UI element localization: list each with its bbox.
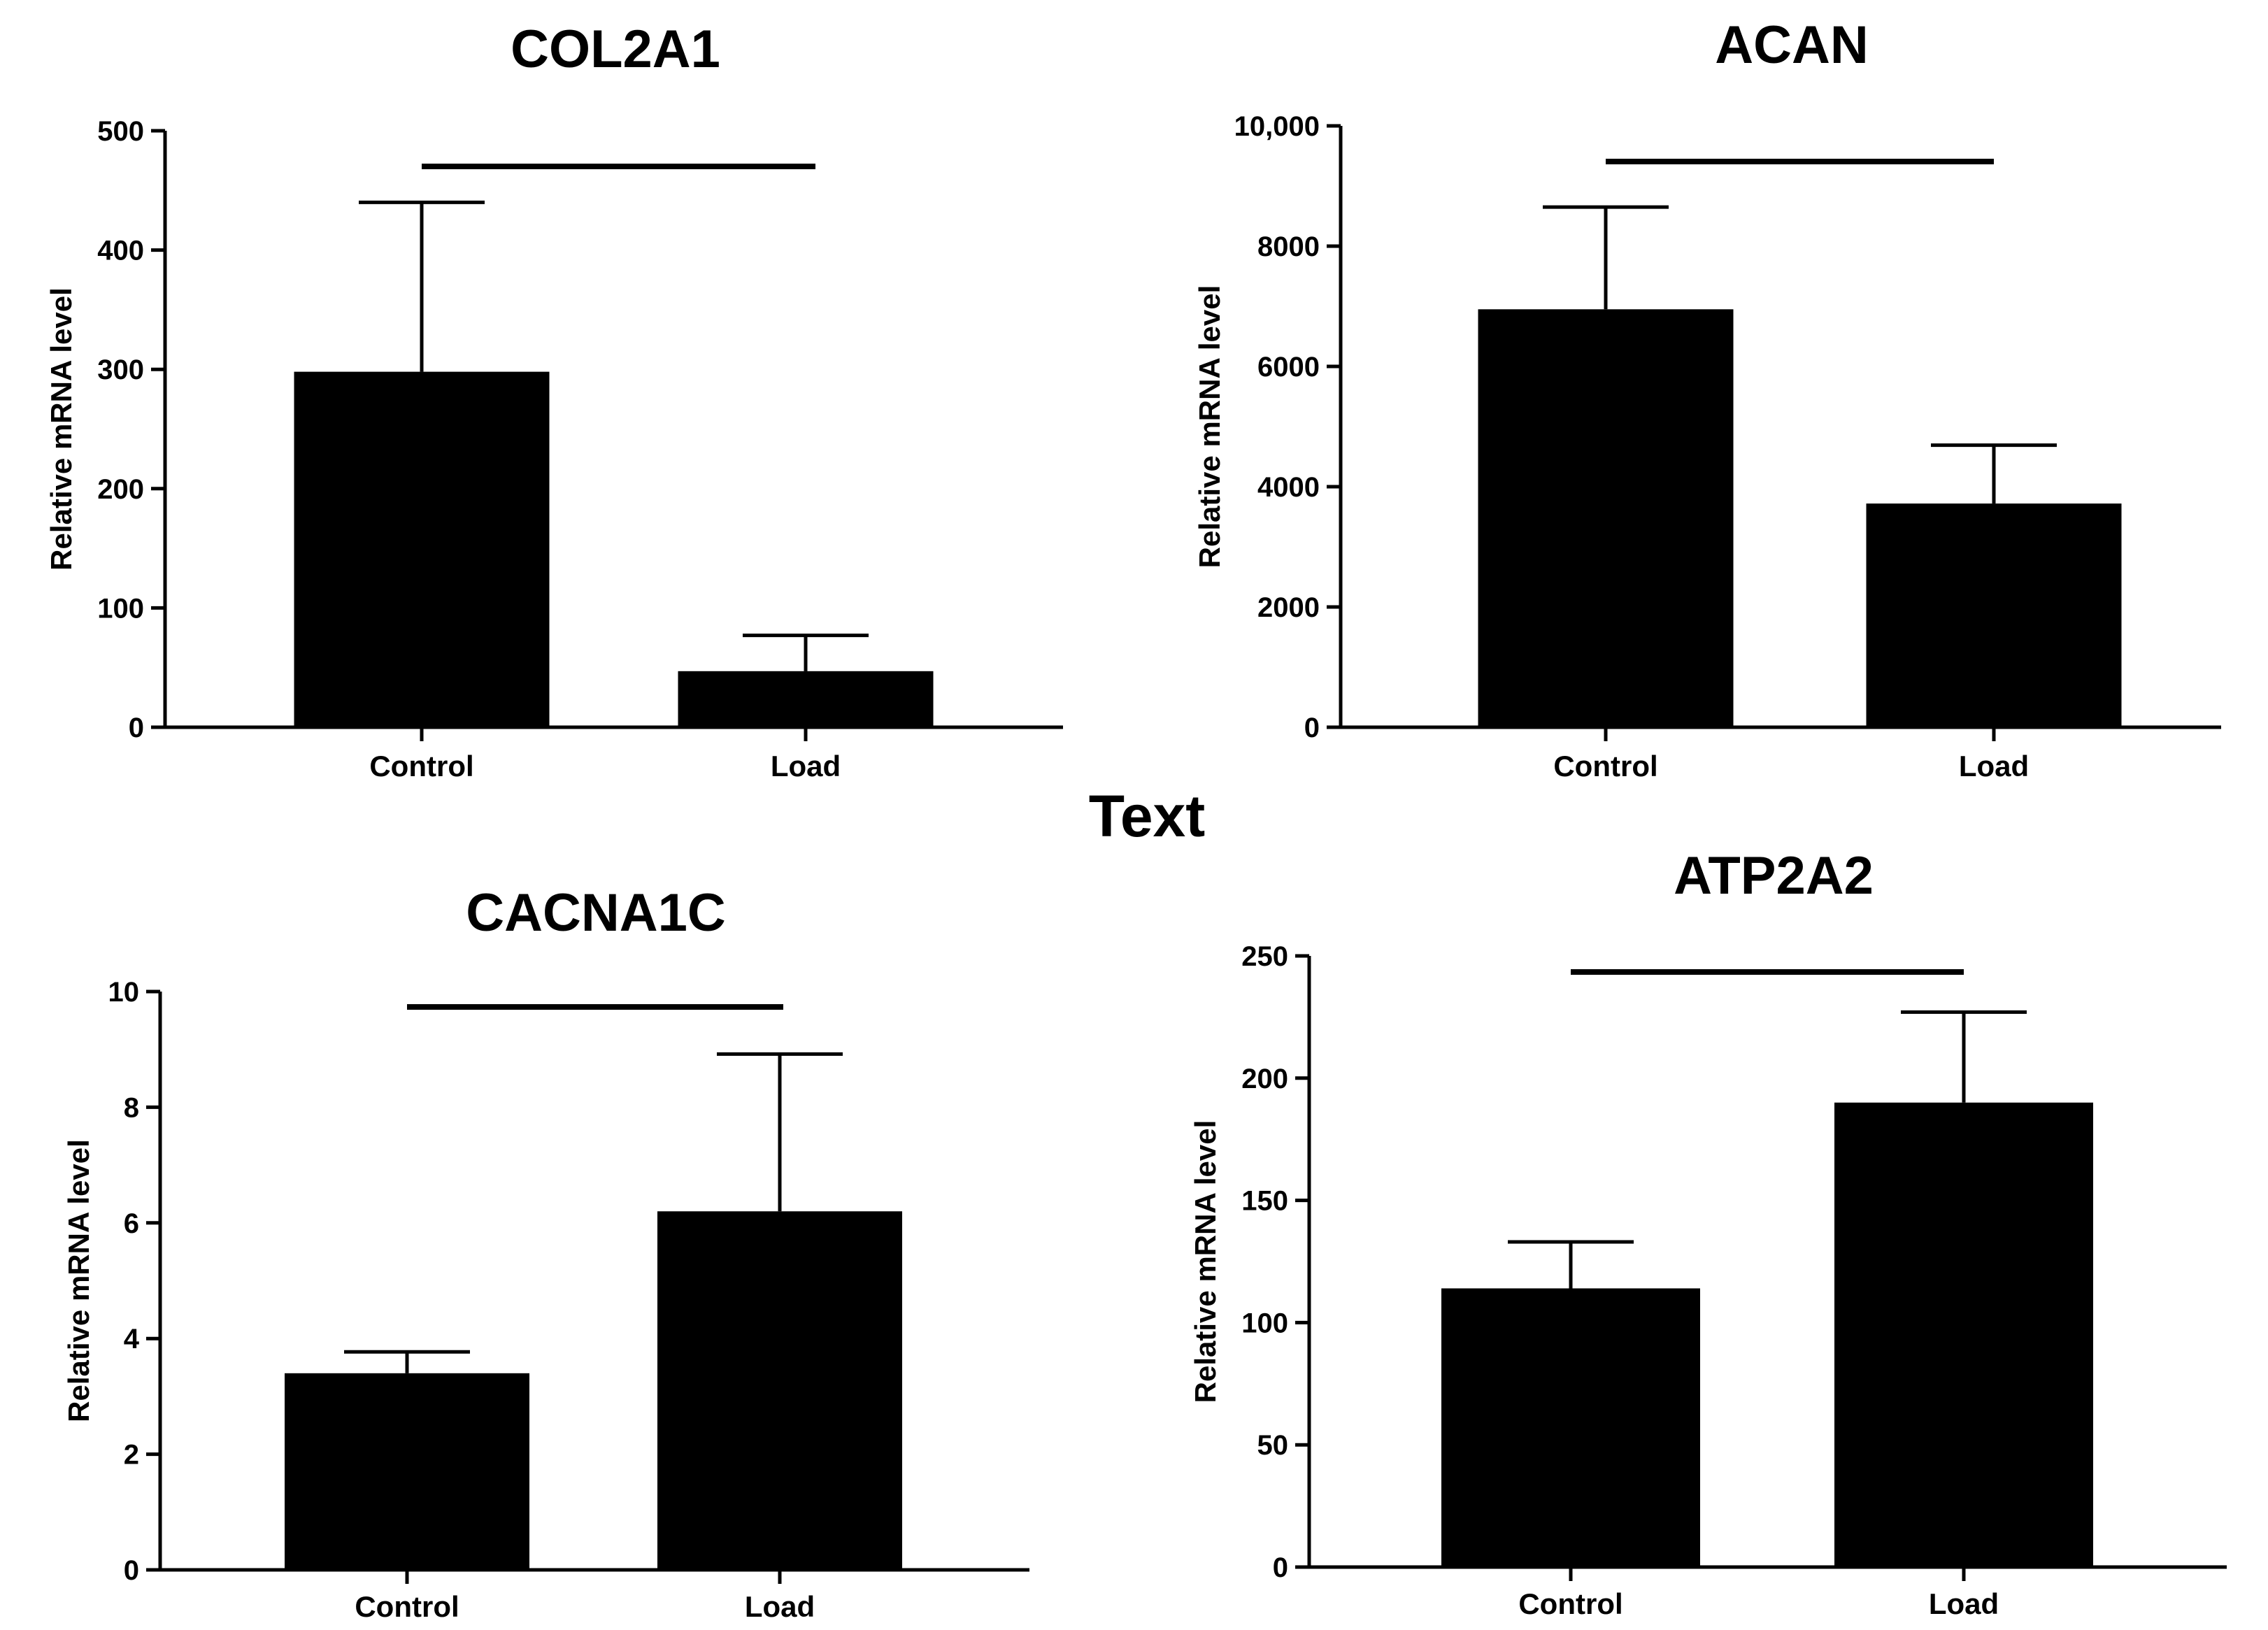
bar-load: [678, 671, 934, 727]
bar-control: [294, 371, 550, 727]
y-tick-label: 6: [124, 1208, 139, 1239]
x-tick-label-load: Load: [1929, 1587, 1999, 1620]
x-tick-label-load: Load: [1959, 750, 2029, 782]
bar-control: [1441, 1288, 1700, 1567]
chart-panel-cacna1c: CACNA1C Relative mRNA level 0 2 4 6 8 10 Control…: [62, 883, 1029, 1623]
bar-load: [1866, 503, 2122, 727]
y-tick-label: 0: [124, 1555, 139, 1586]
y-tick-label: 250: [1241, 941, 1288, 972]
y-tick-label: 400: [97, 236, 144, 266]
bar-load: [657, 1211, 902, 1570]
chart-panel-col2a1: COL2A1 Relative mRNA level 0 100 200 300 400 50…: [45, 20, 1063, 782]
y-tick-label: 150: [1241, 1186, 1288, 1217]
y-tick-label: 8000: [1257, 231, 1320, 262]
chart-title: ATP2A2: [1674, 846, 1874, 906]
chart-title: CACNA1C: [466, 883, 726, 943]
y-tick-label: 100: [1241, 1308, 1288, 1338]
y-tick-label: 6000: [1257, 352, 1320, 383]
y-tick-label: 4000: [1257, 472, 1320, 503]
y-tick-label: 500: [97, 116, 144, 147]
y-axis-label: Relative mRNA level: [1193, 285, 1226, 569]
y-tick-label: 4: [124, 1324, 140, 1354]
x-tick-label-control: Control: [1553, 750, 1657, 782]
y-tick-label: 0: [1273, 1552, 1288, 1583]
bar-control: [1478, 309, 1734, 727]
y-tick-label: 200: [1241, 1064, 1288, 1094]
bar-control: [285, 1373, 529, 1570]
chart-panel-atp2a2: ATP2A2 Relative mRNA level 0 50 100 150 200 250…: [1189, 846, 2227, 1620]
x-tick-label-control: Control: [369, 750, 473, 782]
chart-title: ACAN: [1715, 15, 1869, 75]
x-tick-label-control: Control: [1518, 1587, 1622, 1620]
y-tick-label: 10,000: [1234, 111, 1320, 142]
y-axis-label: Relative mRNA level: [45, 287, 78, 571]
y-tick-label: 50: [1257, 1430, 1289, 1461]
y-tick-label: 100: [97, 593, 144, 624]
y-axis-label: Relative mRNA level: [1189, 1120, 1222, 1403]
y-tick-label: 10: [108, 977, 140, 1008]
y-tick-label: 2000: [1257, 592, 1320, 623]
y-tick-label: 8: [124, 1092, 139, 1123]
center-text-label: Text: [1089, 783, 1205, 849]
x-tick-label-load: Load: [745, 1590, 815, 1623]
chart-title: COL2A1: [511, 20, 720, 79]
x-tick-label-load: Load: [771, 750, 841, 782]
chart-panel-acan: ACAN Relative mRNA level 0 2000 4000 6000 8000…: [1193, 15, 2221, 782]
bar-load: [1834, 1102, 2093, 1567]
y-tick-label: 2: [124, 1440, 139, 1471]
y-tick-label: 0: [129, 713, 144, 743]
x-tick-label-control: Control: [355, 1590, 459, 1623]
y-tick-label: 200: [97, 474, 144, 505]
y-tick-label: 300: [97, 355, 144, 385]
y-axis-label: Relative mRNA level: [62, 1139, 95, 1422]
y-tick-label: 0: [1304, 713, 1320, 743]
